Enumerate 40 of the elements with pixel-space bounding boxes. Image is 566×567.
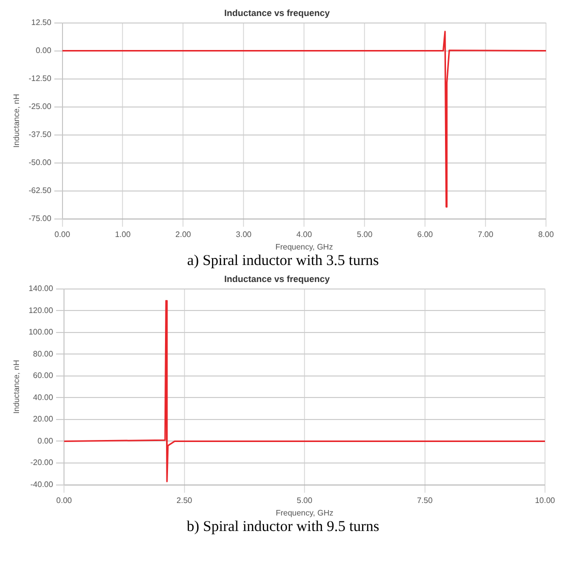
- chart-title: Inductance vs frequency: [224, 8, 330, 18]
- x-tick-label: 2.50: [176, 496, 193, 505]
- x-tick-label: 3.00: [236, 230, 252, 239]
- x-tick-label: 1.00: [114, 230, 132, 239]
- y-axis-title: Inductance, nH: [12, 94, 22, 148]
- text: b) Spiral inductor with 9.5 turns: [186, 518, 380, 536]
- y-axis-title: Inductance, nH: [12, 360, 22, 414]
- x-axis-title: Frequency, GHz: [275, 242, 333, 252]
- y-tick-label: 80.00: [33, 349, 54, 358]
- y-tick-label: 140.00: [28, 284, 54, 294]
- y-tick-label: 0.00: [36, 46, 52, 56]
- y-tick-label: 12.50: [31, 18, 52, 28]
- y-tick-label: 0.00: [37, 436, 54, 446]
- x-tick-label: 10.00: [534, 496, 556, 505]
- x-tick-label: 6.00: [417, 230, 434, 239]
- y-tick-label: -50.00: [28, 158, 52, 168]
- y-tick-label: -20.00: [30, 458, 54, 468]
- text: a) Spiral inductor with 3.5 turns: [186, 252, 380, 270]
- y-tick-label: -62.50: [28, 186, 52, 196]
- x-tick-label: 5.00: [356, 230, 373, 239]
- x-axis-title: Frequency, GHz: [276, 508, 334, 518]
- y-tick-label: -12.50: [28, 74, 52, 84]
- x-tick-label: 5.00: [296, 496, 313, 505]
- y-tick-label: 60.00: [33, 371, 54, 380]
- y-tick-label: 120.00: [28, 306, 54, 315]
- y-tick-label: 40.00: [33, 392, 54, 402]
- x-tick-label: 7.50: [416, 496, 434, 505]
- x-tick-label: 2.00: [175, 230, 192, 239]
- x-tick-label: 8.00: [538, 230, 554, 239]
- y-tick-label: 20.00: [33, 414, 54, 424]
- x-tick-label: 4.00: [296, 230, 312, 239]
- y-tick-label: -75.00: [28, 214, 52, 224]
- y-tick-label: -40.00: [30, 480, 54, 490]
- x-tick-label: 0.00: [54, 230, 71, 239]
- y-tick-label: -37.50: [28, 130, 52, 140]
- x-tick-label: 7.00: [478, 230, 494, 239]
- y-tick-label: -25.00: [28, 102, 52, 112]
- chart-title: Inductance vs frequency: [224, 274, 330, 284]
- y-tick-label: 100.00: [28, 328, 54, 337]
- x-tick-label: 0.00: [56, 496, 72, 505]
